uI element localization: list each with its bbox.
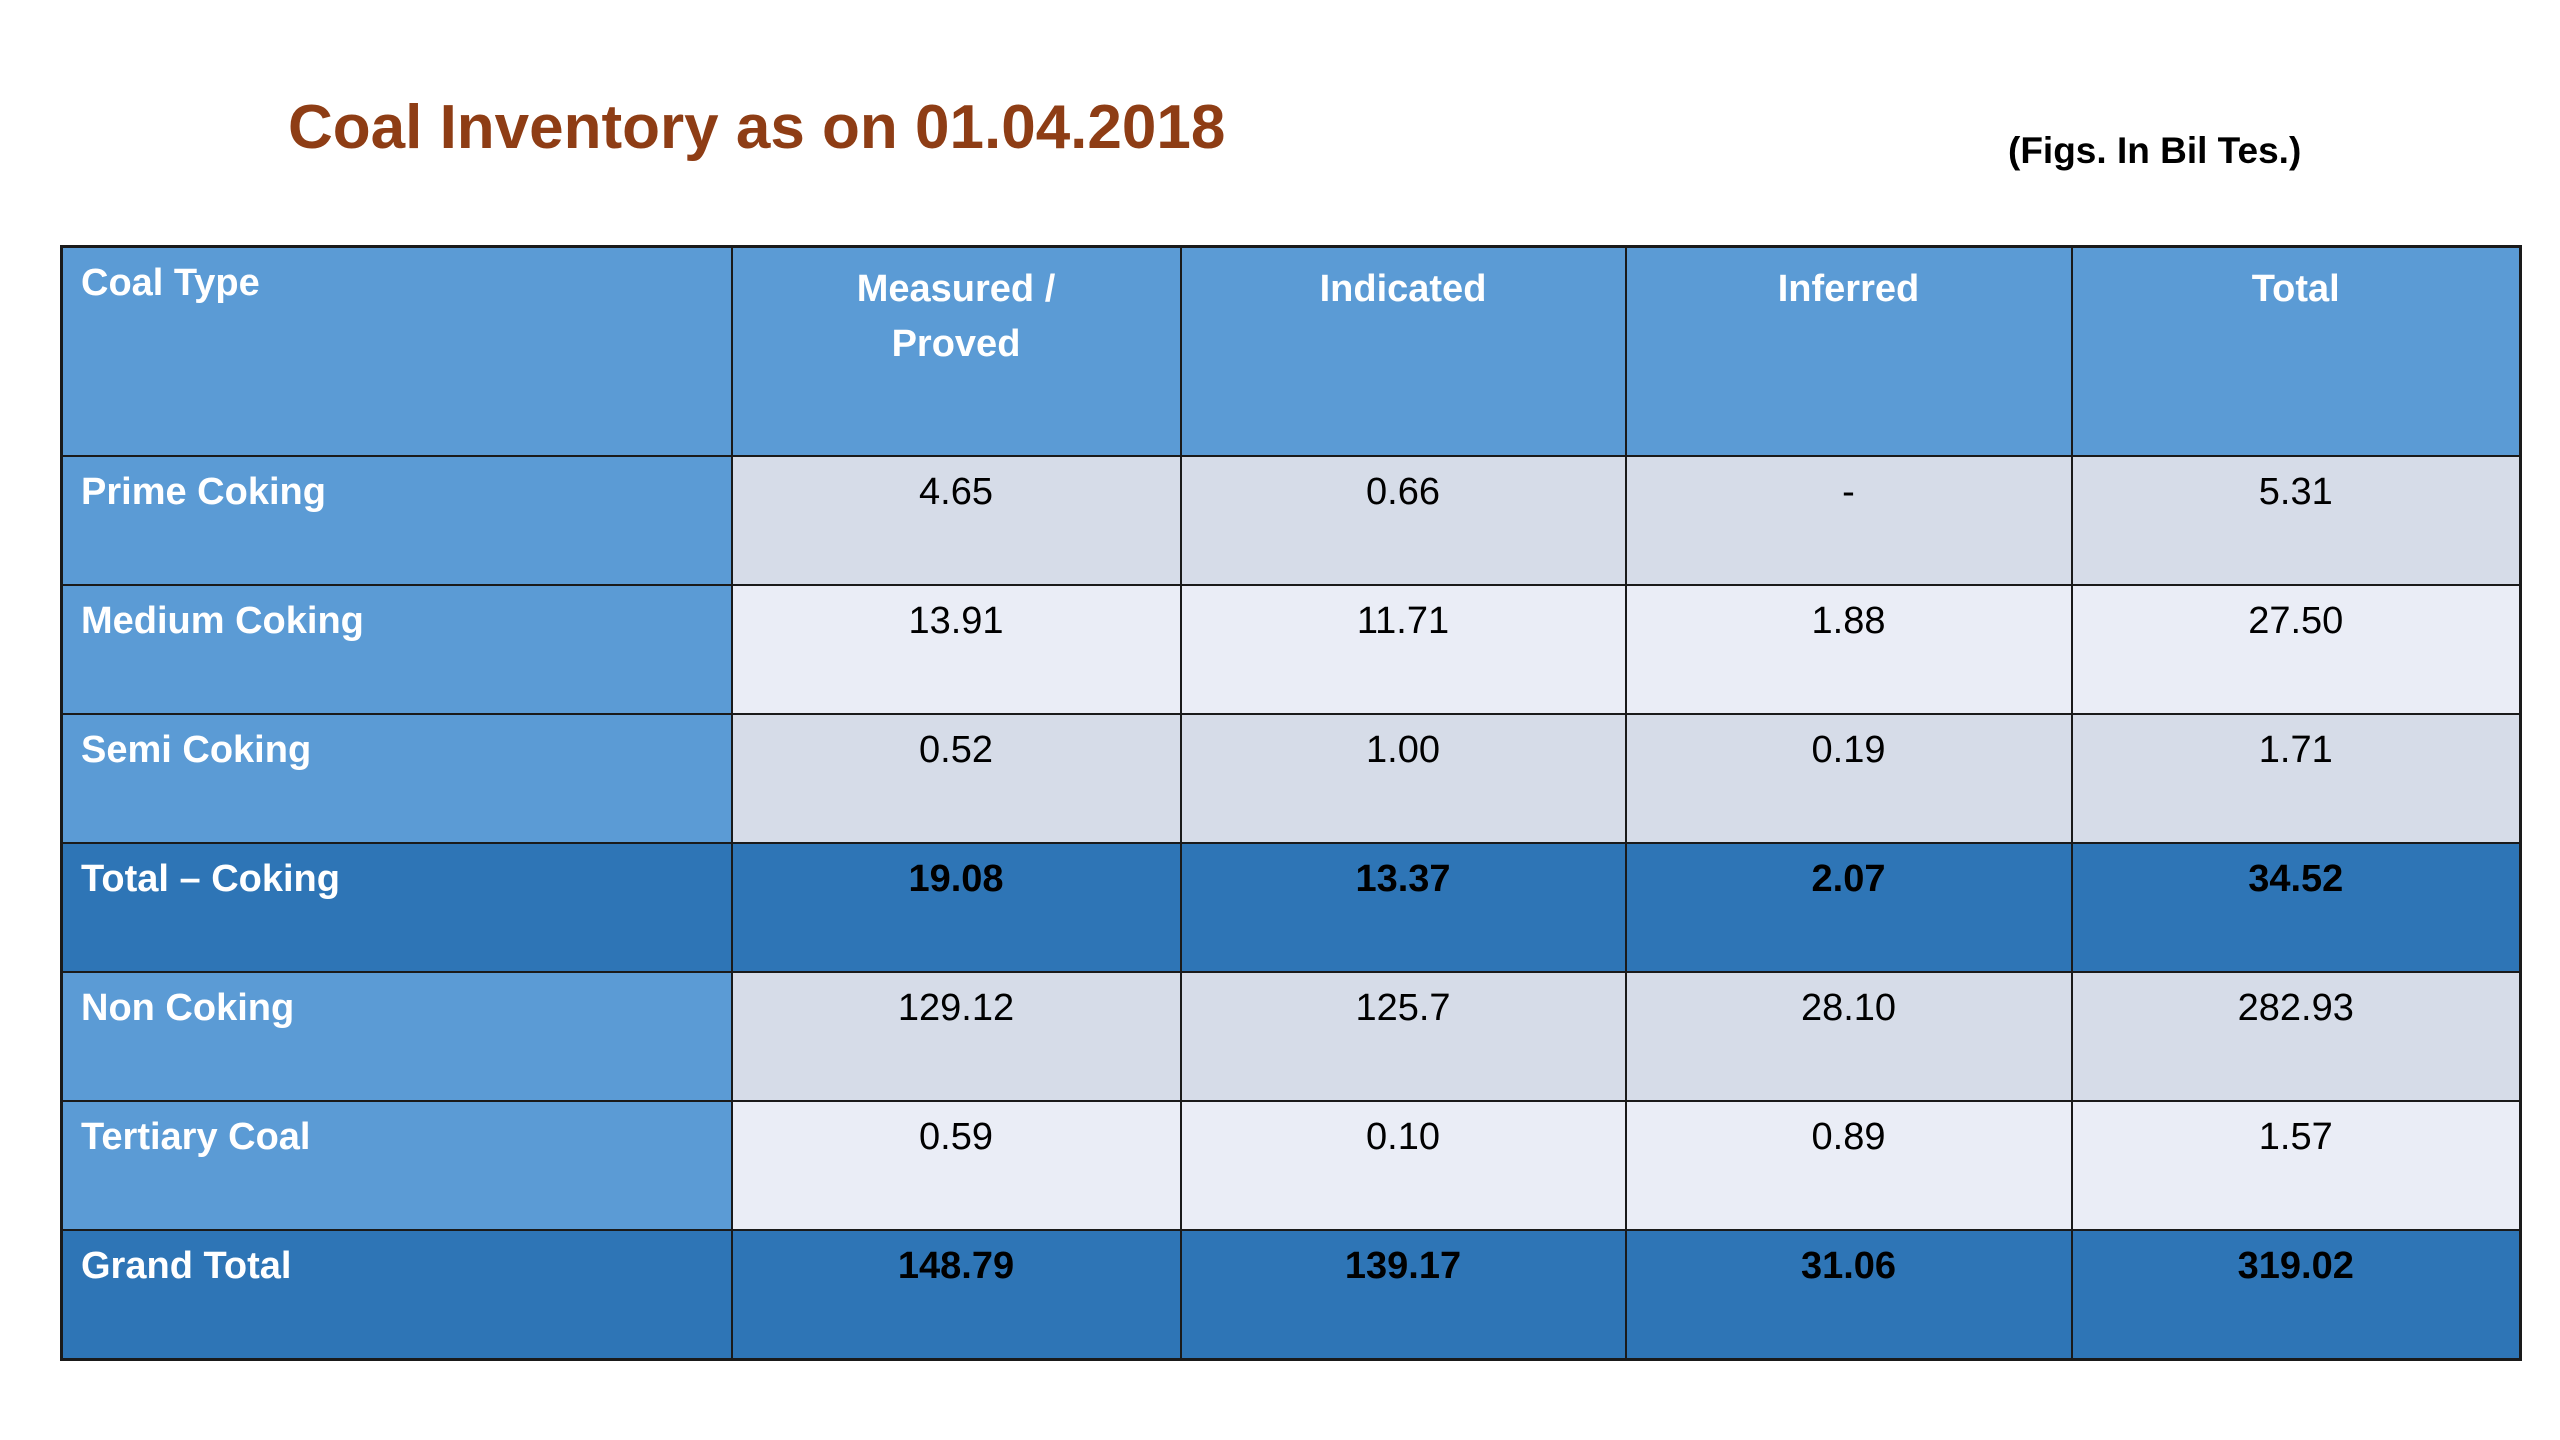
table-row-medium-coking: Medium Coking 13.91 11.71 1.88 27.50 <box>60 584 2522 715</box>
column-header-total: Total <box>2070 245 2522 457</box>
row-label: Tertiary Coal <box>60 1100 733 1231</box>
column-header-label: Inferred <box>1777 268 1920 310</box>
value-cell: 19.08 <box>730 842 1182 973</box>
value-cell: 1.71 <box>2070 713 2522 844</box>
value-cell: - <box>1624 455 2073 586</box>
table-row-semi-coking: Semi Coking 0.52 1.00 0.19 1.71 <box>60 713 2522 844</box>
units-note: (Figs. In Bil Tes.) <box>2008 130 2302 171</box>
value-cell: 13.91 <box>730 584 1182 715</box>
value-cell: 1.57 <box>2070 1100 2522 1231</box>
value-cell: 34.52 <box>2070 842 2522 973</box>
row-label: Prime Coking <box>60 455 733 586</box>
row-label: Grand Total <box>60 1229 733 1360</box>
value-cell: 282.93 <box>2070 971 2522 1102</box>
value-cell: 0.10 <box>1179 1100 1627 1231</box>
page-title: Coal Inventory as on 01.04.2018 <box>288 93 1226 162</box>
column-header-measured-proved: Measured / Proved <box>730 245 1182 457</box>
value-cell: 0.59 <box>730 1100 1182 1231</box>
value-cell: 129.12 <box>730 971 1182 1102</box>
value-cell: 148.79 <box>730 1229 1182 1360</box>
value-cell: 5.31 <box>2070 455 2522 586</box>
value-cell: 139.17 <box>1179 1229 1627 1360</box>
column-header-inferred: Inferred <box>1624 245 2073 457</box>
row-label: Total – Coking <box>60 842 733 973</box>
table-row-prime-coking: Prime Coking 4.65 0.66 - 5.31 <box>60 455 2522 586</box>
value-cell: 13.37 <box>1179 842 1627 973</box>
table-row-tertiary-coal: Tertiary Coal 0.59 0.10 0.89 1.57 <box>60 1100 2522 1231</box>
header-row: Coal Type Measured / Proved Indicated In… <box>60 245 2522 457</box>
table-row-total-coking: Total – Coking 19.08 13.37 2.07 34.52 <box>60 842 2522 973</box>
column-header-label: Total <box>2251 268 2340 310</box>
table-row-non-coking: Non Coking 129.12 125.7 28.10 282.93 <box>60 971 2522 1102</box>
value-cell: 0.89 <box>1624 1100 2073 1231</box>
row-label: Semi Coking <box>60 713 733 844</box>
value-cell: 31.06 <box>1624 1229 2073 1360</box>
value-cell: 0.66 <box>1179 455 1627 586</box>
value-cell: 11.71 <box>1179 584 1627 715</box>
value-cell: 0.52 <box>730 713 1182 844</box>
value-cell: 2.07 <box>1624 842 2073 973</box>
value-cell: 1.00 <box>1179 713 1627 844</box>
value-cell: 125.7 <box>1179 971 1627 1102</box>
value-cell: 0.19 <box>1624 713 2073 844</box>
row-label: Medium Coking <box>60 584 733 715</box>
column-header-label: Indicated <box>1319 268 1487 310</box>
value-cell: 1.88 <box>1624 584 2073 715</box>
value-cell: 27.50 <box>2070 584 2522 715</box>
table-row-grand-total: Grand Total 148.79 139.17 31.06 319.02 <box>60 1229 2522 1360</box>
value-cell: 4.65 <box>730 455 1182 586</box>
value-cell: 319.02 <box>2070 1229 2522 1360</box>
column-header-coal-type: Coal Type <box>60 245 733 457</box>
value-cell: 28.10 <box>1624 971 2073 1102</box>
row-label: Non Coking <box>60 971 733 1102</box>
column-header-label: Coal Type <box>81 262 260 304</box>
coal-inventory-table: Coal Type Measured / Proved Indicated In… <box>60 245 2522 1361</box>
column-header-indicated: Indicated <box>1179 245 1627 457</box>
column-header-label: Measured / Proved <box>856 268 1056 366</box>
